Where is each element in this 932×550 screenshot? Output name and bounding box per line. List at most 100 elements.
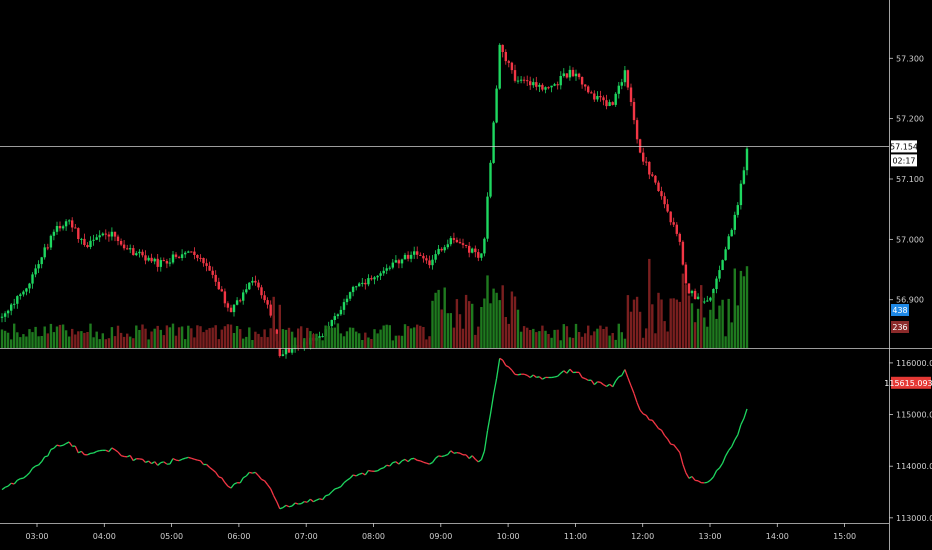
- candle[interactable]: [645, 157, 648, 166]
- candle[interactable]: [693, 288, 697, 300]
- candle[interactable]: [611, 101, 614, 106]
- candle[interactable]: [19, 292, 22, 300]
- candle[interactable]: [672, 217, 675, 227]
- candle[interactable]: [510, 61, 514, 74]
- candle[interactable]: [483, 237, 486, 257]
- candle[interactable]: [602, 95, 605, 106]
- candle[interactable]: [132, 245, 135, 256]
- candle[interactable]: [95, 234, 98, 241]
- candle[interactable]: [425, 255, 428, 264]
- candle[interactable]: [3, 311, 7, 322]
- candle[interactable]: [507, 59, 510, 68]
- candle[interactable]: [400, 258, 404, 269]
- candle[interactable]: [385, 264, 388, 275]
- candle[interactable]: [736, 202, 739, 218]
- candle[interactable]: [235, 297, 239, 306]
- candle[interactable]: [122, 240, 126, 251]
- candle[interactable]: [254, 275, 257, 286]
- candle[interactable]: [355, 285, 358, 291]
- candle[interactable]: [89, 236, 92, 250]
- candle[interactable]: [184, 251, 187, 258]
- candle[interactable]: [709, 296, 712, 302]
- candle[interactable]: [351, 285, 355, 297]
- candle[interactable]: [526, 75, 529, 86]
- candle[interactable]: [461, 238, 465, 249]
- candle[interactable]: [434, 250, 437, 263]
- candle[interactable]: [629, 83, 633, 107]
- candle[interactable]: [703, 297, 706, 304]
- candle[interactable]: [187, 250, 190, 253]
- candle[interactable]: [556, 81, 559, 90]
- candle[interactable]: [55, 221, 59, 235]
- candle[interactable]: [599, 90, 602, 102]
- candle[interactable]: [547, 86, 550, 90]
- candle[interactable]: [571, 67, 575, 78]
- candle[interactable]: [648, 161, 651, 180]
- candle[interactable]: [568, 65, 572, 81]
- candle[interactable]: [605, 94, 608, 110]
- candle[interactable]: [504, 49, 507, 65]
- candle[interactable]: [739, 180, 743, 210]
- candle[interactable]: [156, 254, 159, 272]
- candle[interactable]: [416, 246, 419, 259]
- candle[interactable]: [388, 265, 391, 271]
- candle[interactable]: [168, 258, 172, 267]
- candle[interactable]: [376, 275, 379, 281]
- candle[interactable]: [477, 249, 480, 262]
- candle[interactable]: [367, 274, 370, 287]
- candle[interactable]: [635, 117, 639, 144]
- candle[interactable]: [498, 43, 501, 90]
- candle[interactable]: [202, 257, 205, 267]
- candle[interactable]: [165, 258, 169, 269]
- candle[interactable]: [150, 253, 153, 263]
- candle[interactable]: [422, 253, 425, 263]
- candle[interactable]: [25, 287, 28, 296]
- candle[interactable]: [107, 231, 111, 242]
- candle[interactable]: [593, 90, 596, 102]
- candle[interactable]: [80, 237, 83, 245]
- candle[interactable]: [379, 271, 382, 280]
- candle[interactable]: [529, 76, 532, 90]
- candle[interactable]: [34, 264, 37, 278]
- candle[interactable]: [550, 85, 553, 93]
- candle[interactable]: [16, 295, 19, 309]
- candle[interactable]: [492, 120, 495, 164]
- candle[interactable]: [0, 313, 4, 323]
- candle[interactable]: [486, 192, 489, 242]
- candle[interactable]: [40, 256, 43, 269]
- candle[interactable]: [742, 166, 746, 185]
- candle[interactable]: [211, 266, 214, 279]
- candle[interactable]: [544, 86, 547, 94]
- candle[interactable]: [721, 259, 724, 271]
- candle[interactable]: [455, 237, 459, 244]
- candle[interactable]: [171, 251, 175, 265]
- candle[interactable]: [642, 147, 645, 165]
- candle[interactable]: [61, 224, 65, 231]
- candle[interactable]: [590, 90, 593, 94]
- candle[interactable]: [617, 82, 620, 99]
- candle[interactable]: [687, 283, 691, 295]
- candle[interactable]: [690, 289, 694, 297]
- candle[interactable]: [397, 258, 401, 269]
- candle[interactable]: [730, 228, 733, 237]
- candle[interactable]: [116, 234, 120, 246]
- candle[interactable]: [706, 295, 709, 302]
- candle[interactable]: [64, 219, 68, 231]
- candle[interactable]: [409, 251, 413, 263]
- candle[interactable]: [266, 297, 269, 309]
- candle[interactable]: [657, 180, 660, 192]
- candle[interactable]: [391, 259, 394, 270]
- candle[interactable]: [260, 284, 263, 299]
- candle[interactable]: [516, 76, 520, 84]
- candle[interactable]: [519, 76, 523, 84]
- candle[interactable]: [226, 301, 230, 312]
- candle[interactable]: [217, 277, 220, 290]
- candle[interactable]: [727, 233, 730, 250]
- candle[interactable]: [660, 186, 663, 200]
- candle[interactable]: [37, 260, 40, 273]
- candle[interactable]: [532, 78, 535, 88]
- candle[interactable]: [474, 245, 477, 258]
- candle[interactable]: [113, 231, 117, 242]
- candle[interactable]: [269, 300, 272, 318]
